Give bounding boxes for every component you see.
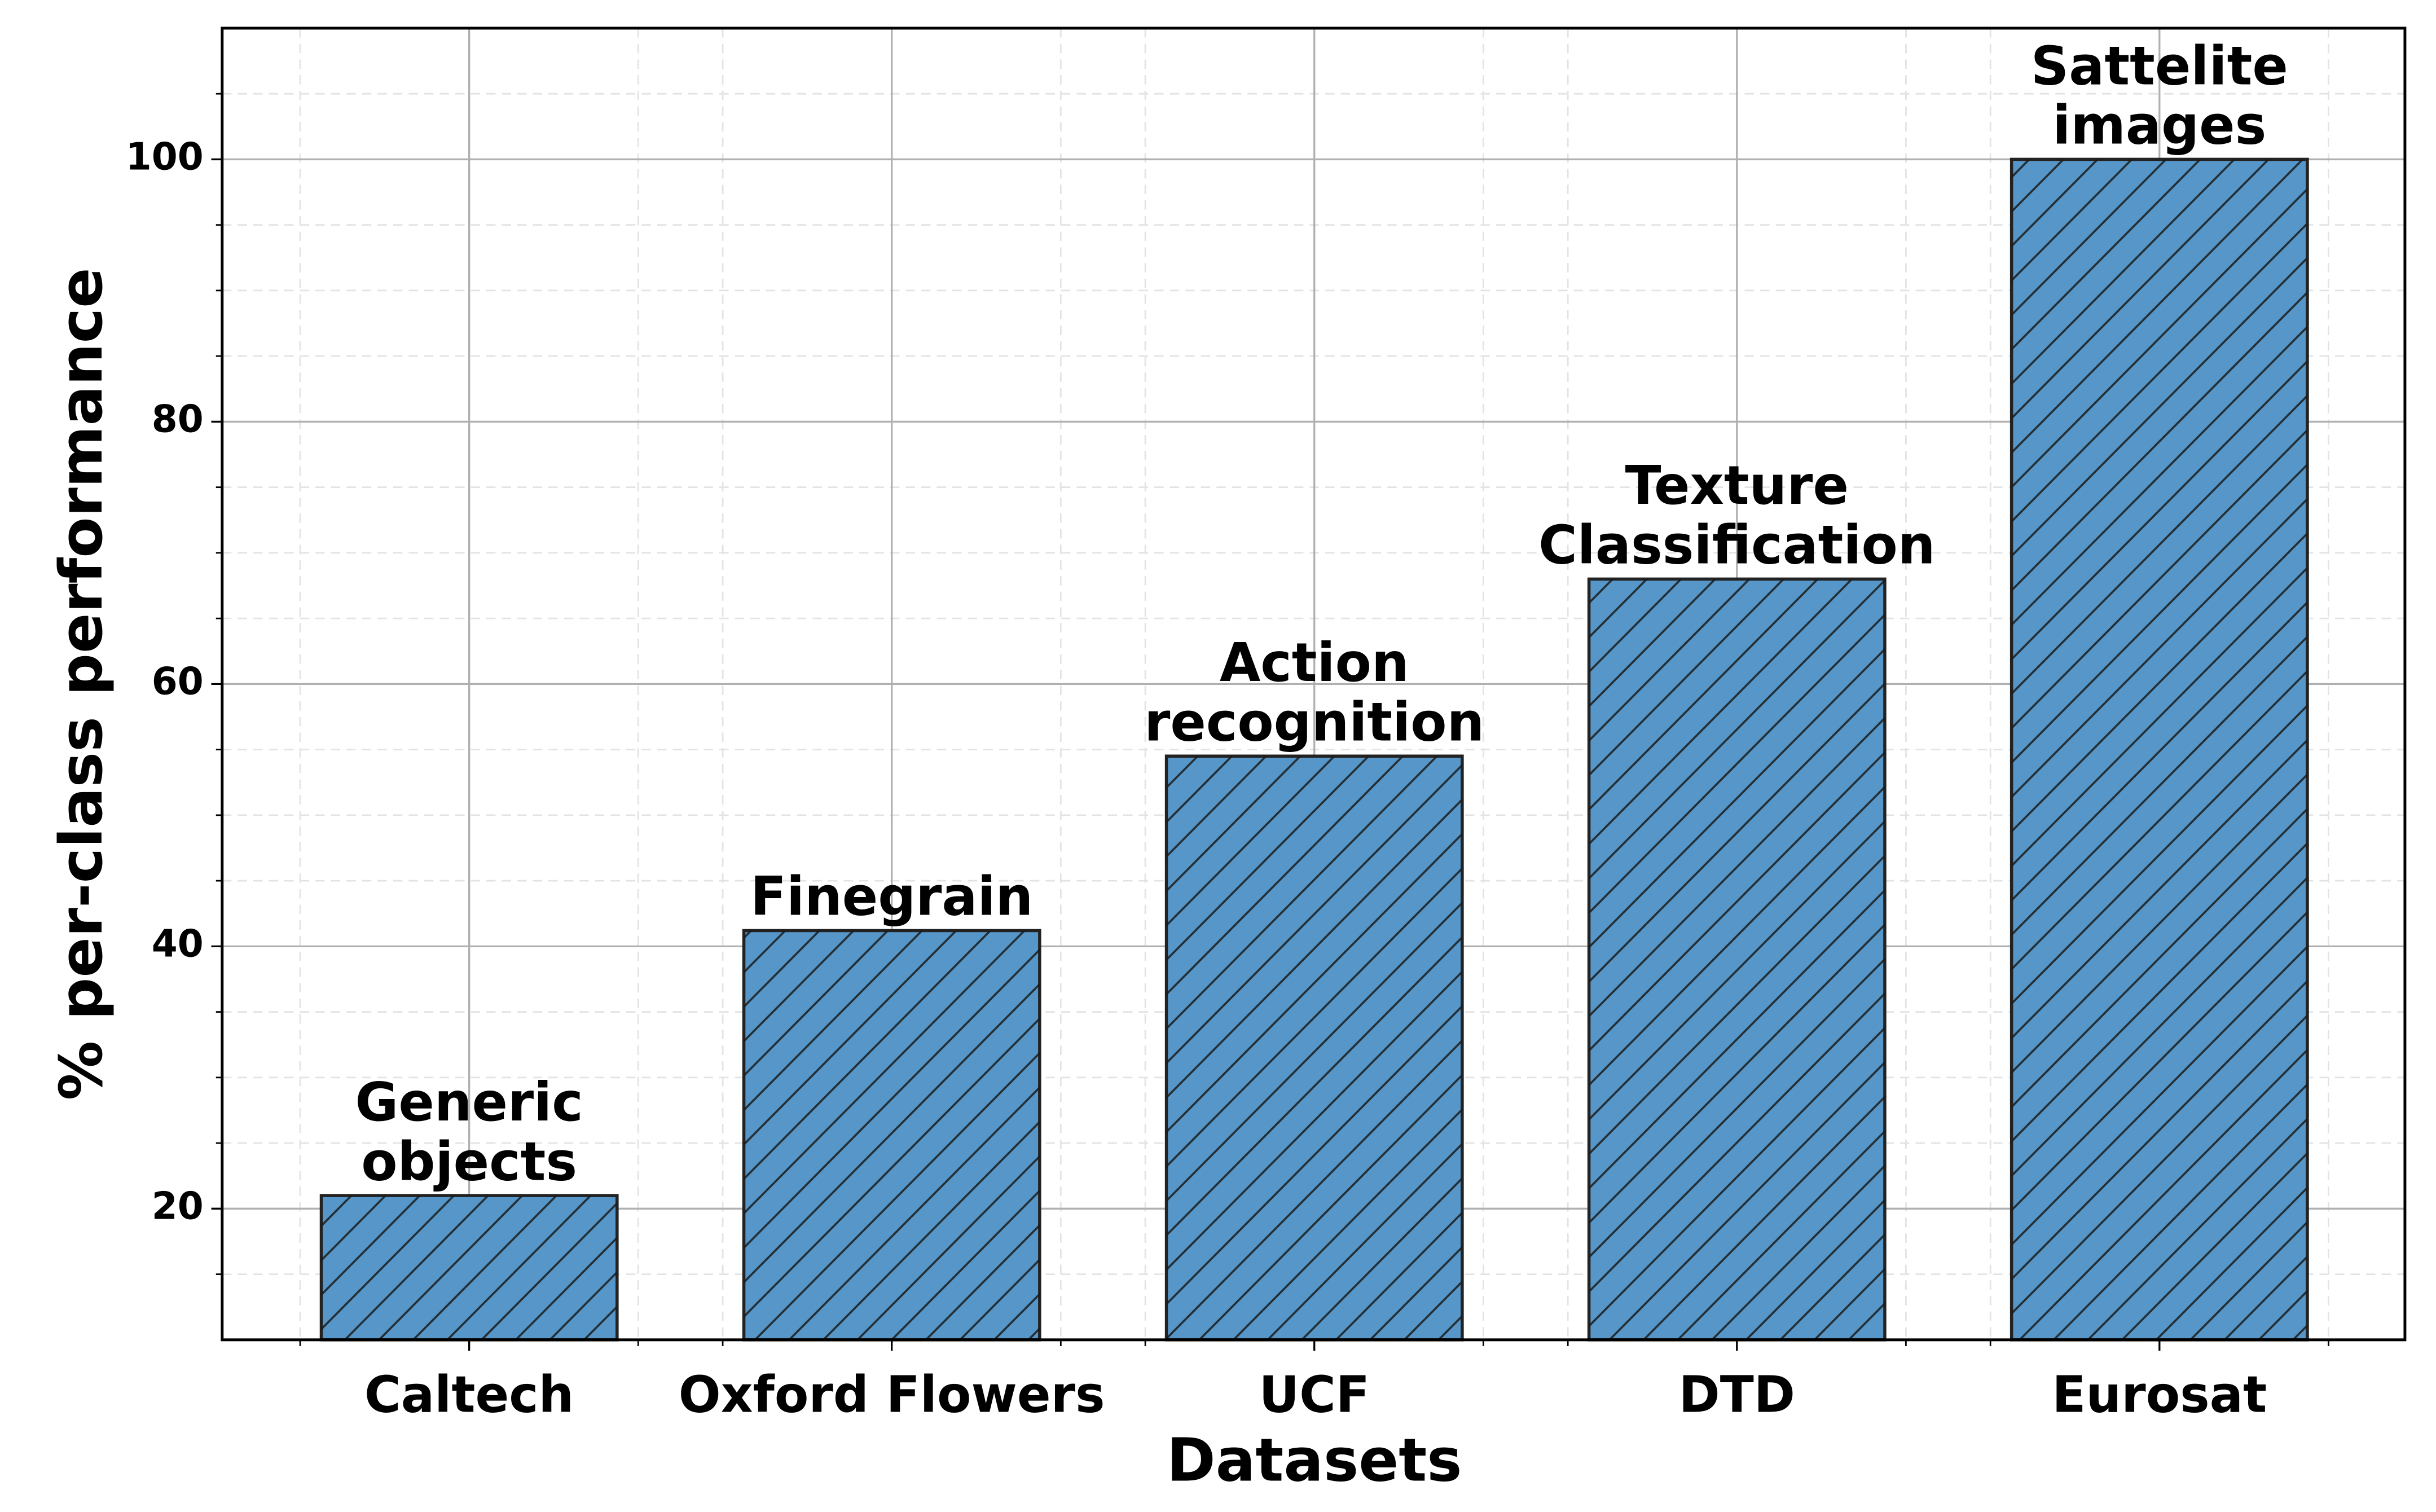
x-tick-label: Oxford Flowers xyxy=(679,1365,1105,1423)
x-axis-label: Datasets xyxy=(1167,1426,1462,1495)
bar-annotation: Action xyxy=(1220,632,1409,694)
bar-annotation: recognition xyxy=(1144,692,1484,753)
x-tick-label: DTD xyxy=(1679,1365,1795,1423)
bar-hatch xyxy=(1166,756,1462,1340)
x-tick-label: UCF xyxy=(1259,1365,1370,1423)
bar-annotation: Generic xyxy=(355,1072,583,1133)
bar-hatch xyxy=(744,930,1040,1340)
x-tick-label: Caltech xyxy=(364,1365,574,1423)
y-tick-label: 80 xyxy=(152,397,204,441)
y-tick-label: 100 xyxy=(126,134,204,178)
bar-annotation: Classification xyxy=(1538,515,1935,576)
bar-hatch xyxy=(2011,159,2307,1340)
x-tick-label: Eurosat xyxy=(2052,1365,2267,1423)
bar-annotation: Sattelite xyxy=(2031,36,2288,97)
plot-frame xyxy=(221,27,2407,1342)
bar-hatch xyxy=(321,1195,617,1340)
bar-annotation: Texture xyxy=(1625,455,1849,517)
y-axis-label: % per-class performance xyxy=(47,267,116,1100)
bar-hatch xyxy=(1589,579,1885,1340)
bar-annotation: Finegrain xyxy=(750,866,1033,928)
bar-annotation: images xyxy=(2052,95,2266,156)
bar-annotation: objects xyxy=(361,1131,577,1193)
y-tick-label: 60 xyxy=(152,659,204,703)
y-tick-label: 20 xyxy=(152,1184,204,1228)
y-tick-label: 40 xyxy=(152,921,204,965)
